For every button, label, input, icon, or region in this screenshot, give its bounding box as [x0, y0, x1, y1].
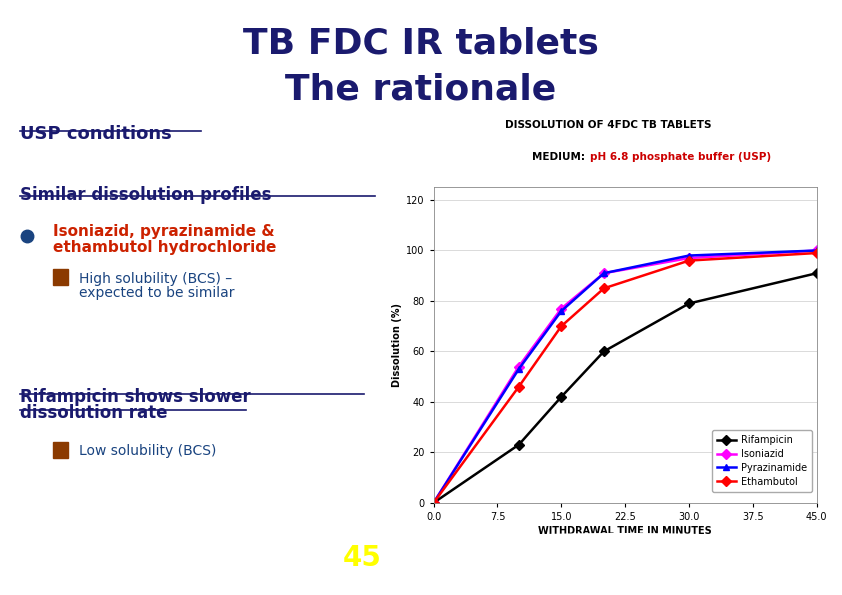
Text: High solubility (BCS) –: High solubility (BCS) – [79, 272, 232, 286]
Line: Isoniazid: Isoniazid [430, 247, 820, 506]
Text: The rationale: The rationale [285, 73, 557, 107]
Ethambutol [812, 249, 822, 256]
Text: 2011: 2011 [21, 569, 49, 579]
Isoniazid [429, 499, 439, 506]
Y-axis label: Dissolution (%): Dissolution (%) [392, 303, 402, 387]
X-axis label: WITHDRAWAL TIME IN MINUTES: WITHDRAWAL TIME IN MINUTES [538, 526, 712, 536]
Text: ethambutol hydrochloride: ethambutol hydrochloride [53, 240, 276, 255]
Isoniazid [514, 363, 524, 370]
Isoniazid [599, 270, 609, 277]
Isoniazid [557, 305, 567, 312]
Rifampicin [557, 393, 567, 400]
Line: Rifampicin: Rifampicin [430, 270, 820, 506]
Pyrazinamide [599, 270, 609, 277]
Text: DISSOLUTION OF 4FDC TB TABLETS: DISSOLUTION OF 4FDC TB TABLETS [505, 120, 711, 130]
Line: Ethambutol: Ethambutol [430, 249, 820, 506]
Legend: Rifampicin, Isoniazid, Pyrazinamide, Ethambutol: Rifampicin, Isoniazid, Pyrazinamide, Eth… [711, 430, 812, 491]
Text: USP conditions: USP conditions [19, 125, 171, 143]
Pyrazinamide [557, 308, 567, 315]
Pyrazinamide [812, 247, 822, 254]
Ethambutol [684, 257, 694, 264]
Rifampicin [514, 441, 524, 448]
Text: Organization: Organization [674, 566, 784, 582]
Text: Isoniazid, pyrazinamide &: Isoniazid, pyrazinamide & [53, 224, 274, 239]
Text: MEDIUM:: MEDIUM: [532, 152, 592, 162]
Rifampicin [684, 300, 694, 307]
Pyrazinamide [429, 499, 439, 506]
Ethambutol [599, 285, 609, 292]
Bar [53, 269, 67, 285]
Pyrazinamide [684, 252, 694, 259]
Text: TB FDC IR tablets: TB FDC IR tablets [243, 27, 599, 61]
Text: Low solubility (BCS): Low solubility (BCS) [79, 444, 216, 458]
Text: Theo Dekker  --  CPH59  -- January: Theo Dekker -- CPH59 -- January [21, 541, 211, 552]
Text: 45: 45 [343, 544, 381, 572]
Line: Pyrazinamide: Pyrazinamide [430, 247, 820, 506]
Text: Rifampicin shows slower: Rifampicin shows slower [19, 388, 250, 406]
Rifampicin [599, 348, 609, 355]
Ethambutol [514, 383, 524, 390]
Bar [53, 441, 67, 458]
Text: pH 6.8 phosphate buffer (USP): pH 6.8 phosphate buffer (USP) [590, 152, 771, 162]
Rifampicin [812, 270, 822, 277]
Rifampicin [429, 499, 439, 506]
Text: expected to be similar: expected to be similar [79, 286, 234, 300]
Ethambutol [429, 499, 439, 506]
Text: World Health: World Health [674, 539, 786, 554]
Isoniazid [684, 255, 694, 262]
Pyrazinamide [514, 365, 524, 372]
Text: Similar dissolution profiles: Similar dissolution profiles [19, 186, 271, 204]
Isoniazid [812, 247, 822, 254]
Ethambutol [557, 322, 567, 330]
Text: dissolution rate: dissolution rate [19, 405, 167, 422]
